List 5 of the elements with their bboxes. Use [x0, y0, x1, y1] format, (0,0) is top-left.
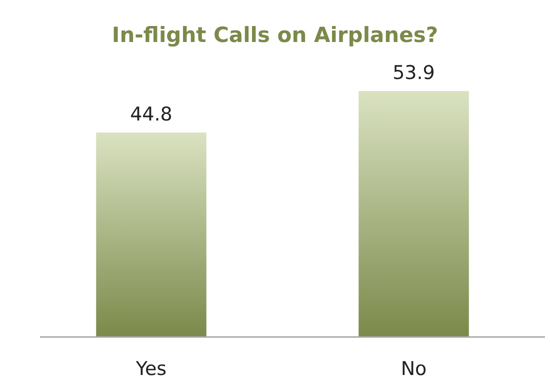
- data-label: 44.8: [130, 104, 172, 126]
- chart-title: In-flight Calls on Airplanes?: [112, 23, 438, 47]
- x-tick-label: Yes: [134, 358, 167, 380]
- data-label: 53.9: [392, 62, 435, 84]
- x-tick-label: No: [400, 358, 427, 380]
